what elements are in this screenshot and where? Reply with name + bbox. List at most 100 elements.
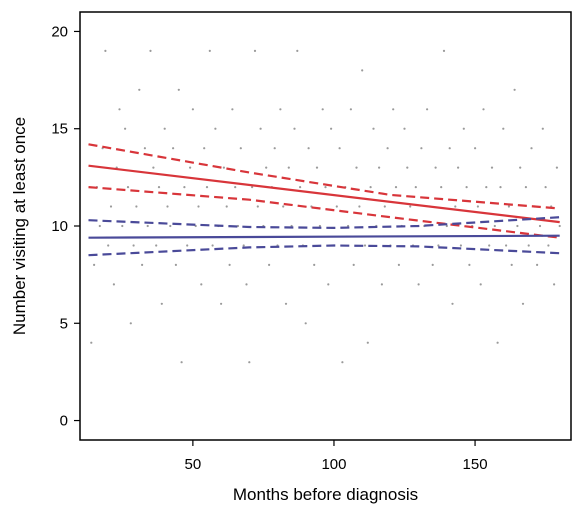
data-point — [420, 147, 423, 150]
data-point — [321, 108, 324, 111]
data-point — [383, 205, 386, 208]
data-point — [476, 205, 479, 208]
data-point — [538, 224, 542, 228]
data-point — [440, 186, 443, 189]
data-point — [284, 302, 288, 305]
data-point — [186, 244, 189, 247]
data-point — [536, 263, 539, 266]
data-point — [239, 147, 242, 150]
data-point — [454, 205, 457, 208]
y-tick-label: 5 — [60, 315, 68, 332]
plot-area-frame — [79, 11, 572, 441]
axes: 0 5 10 15 20 50 100 150 — [51, 23, 487, 473]
data-point — [222, 166, 225, 169]
x-tick-label: 150 — [463, 456, 488, 473]
y-tick-label: 20 — [51, 23, 68, 40]
data-point — [352, 263, 355, 266]
data-point — [468, 263, 471, 266]
data-point — [248, 361, 251, 364]
data-point — [366, 341, 369, 344]
data-point — [378, 166, 381, 169]
data-point — [293, 127, 296, 130]
data-point — [313, 263, 316, 266]
data-point — [107, 244, 110, 247]
data-point — [496, 341, 499, 344]
data-point — [315, 166, 319, 169]
data-point — [180, 361, 183, 364]
y-tick-label: 10 — [51, 218, 68, 235]
data-point — [242, 244, 245, 247]
confidence-band-line-5 — [88, 244, 560, 257]
data-point — [214, 127, 217, 130]
data-point — [251, 186, 254, 189]
data-point — [174, 263, 177, 266]
data-point — [553, 283, 556, 286]
data-point — [409, 205, 412, 208]
data-point — [256, 205, 259, 208]
data-point — [93, 263, 96, 266]
data-point — [527, 244, 530, 247]
data-point — [544, 186, 547, 189]
data-point — [304, 322, 307, 325]
data-point — [451, 302, 454, 305]
data-point — [197, 205, 200, 208]
data-point — [434, 166, 437, 169]
data-point — [189, 166, 192, 169]
data-point — [516, 224, 519, 228]
confidence-band-line-4 — [88, 216, 560, 230]
data-point — [265, 166, 268, 169]
data-point — [431, 263, 434, 266]
data-point — [499, 186, 502, 189]
data-point — [279, 108, 282, 111]
data-point — [157, 186, 161, 189]
data-point — [132, 244, 135, 247]
data-point — [234, 186, 237, 189]
data-point — [363, 244, 367, 247]
data-point — [479, 283, 482, 286]
data-point — [490, 166, 494, 169]
data-point — [397, 263, 400, 266]
data-point — [104, 49, 107, 53]
data-point — [282, 205, 285, 208]
data-point — [507, 205, 510, 208]
data-point — [355, 166, 358, 169]
data-point — [211, 244, 214, 247]
data-point — [457, 166, 460, 169]
data-point — [349, 108, 352, 111]
data-point — [236, 224, 240, 228]
data-point — [505, 244, 508, 247]
data-point — [112, 283, 115, 286]
data-point — [129, 322, 132, 325]
data-point — [558, 224, 561, 228]
data-point — [245, 283, 248, 286]
data-point — [341, 361, 344, 364]
data-point — [307, 147, 310, 150]
data-point — [426, 108, 429, 111]
data-point — [392, 108, 395, 111]
data-point — [474, 147, 477, 150]
data-point — [225, 205, 228, 208]
data-point — [485, 186, 488, 189]
data-point — [358, 205, 361, 208]
fit-lines — [88, 143, 560, 257]
data-point — [327, 283, 330, 286]
data-point — [228, 263, 231, 266]
data-point — [141, 263, 144, 266]
data-point — [406, 166, 409, 169]
data-point — [417, 283, 420, 286]
data-point — [231, 108, 234, 111]
data-point — [502, 127, 505, 130]
data-point — [166, 205, 169, 208]
data-point — [448, 147, 451, 150]
y-tick-label: 15 — [51, 121, 68, 138]
data-point — [547, 244, 550, 247]
fit-line-0 — [88, 164, 560, 224]
data-point — [335, 205, 338, 208]
data-point — [394, 186, 398, 189]
data-point — [459, 244, 462, 247]
data-point — [386, 147, 389, 150]
data-point — [530, 147, 533, 150]
data-point — [90, 341, 93, 344]
data-point — [519, 166, 522, 169]
